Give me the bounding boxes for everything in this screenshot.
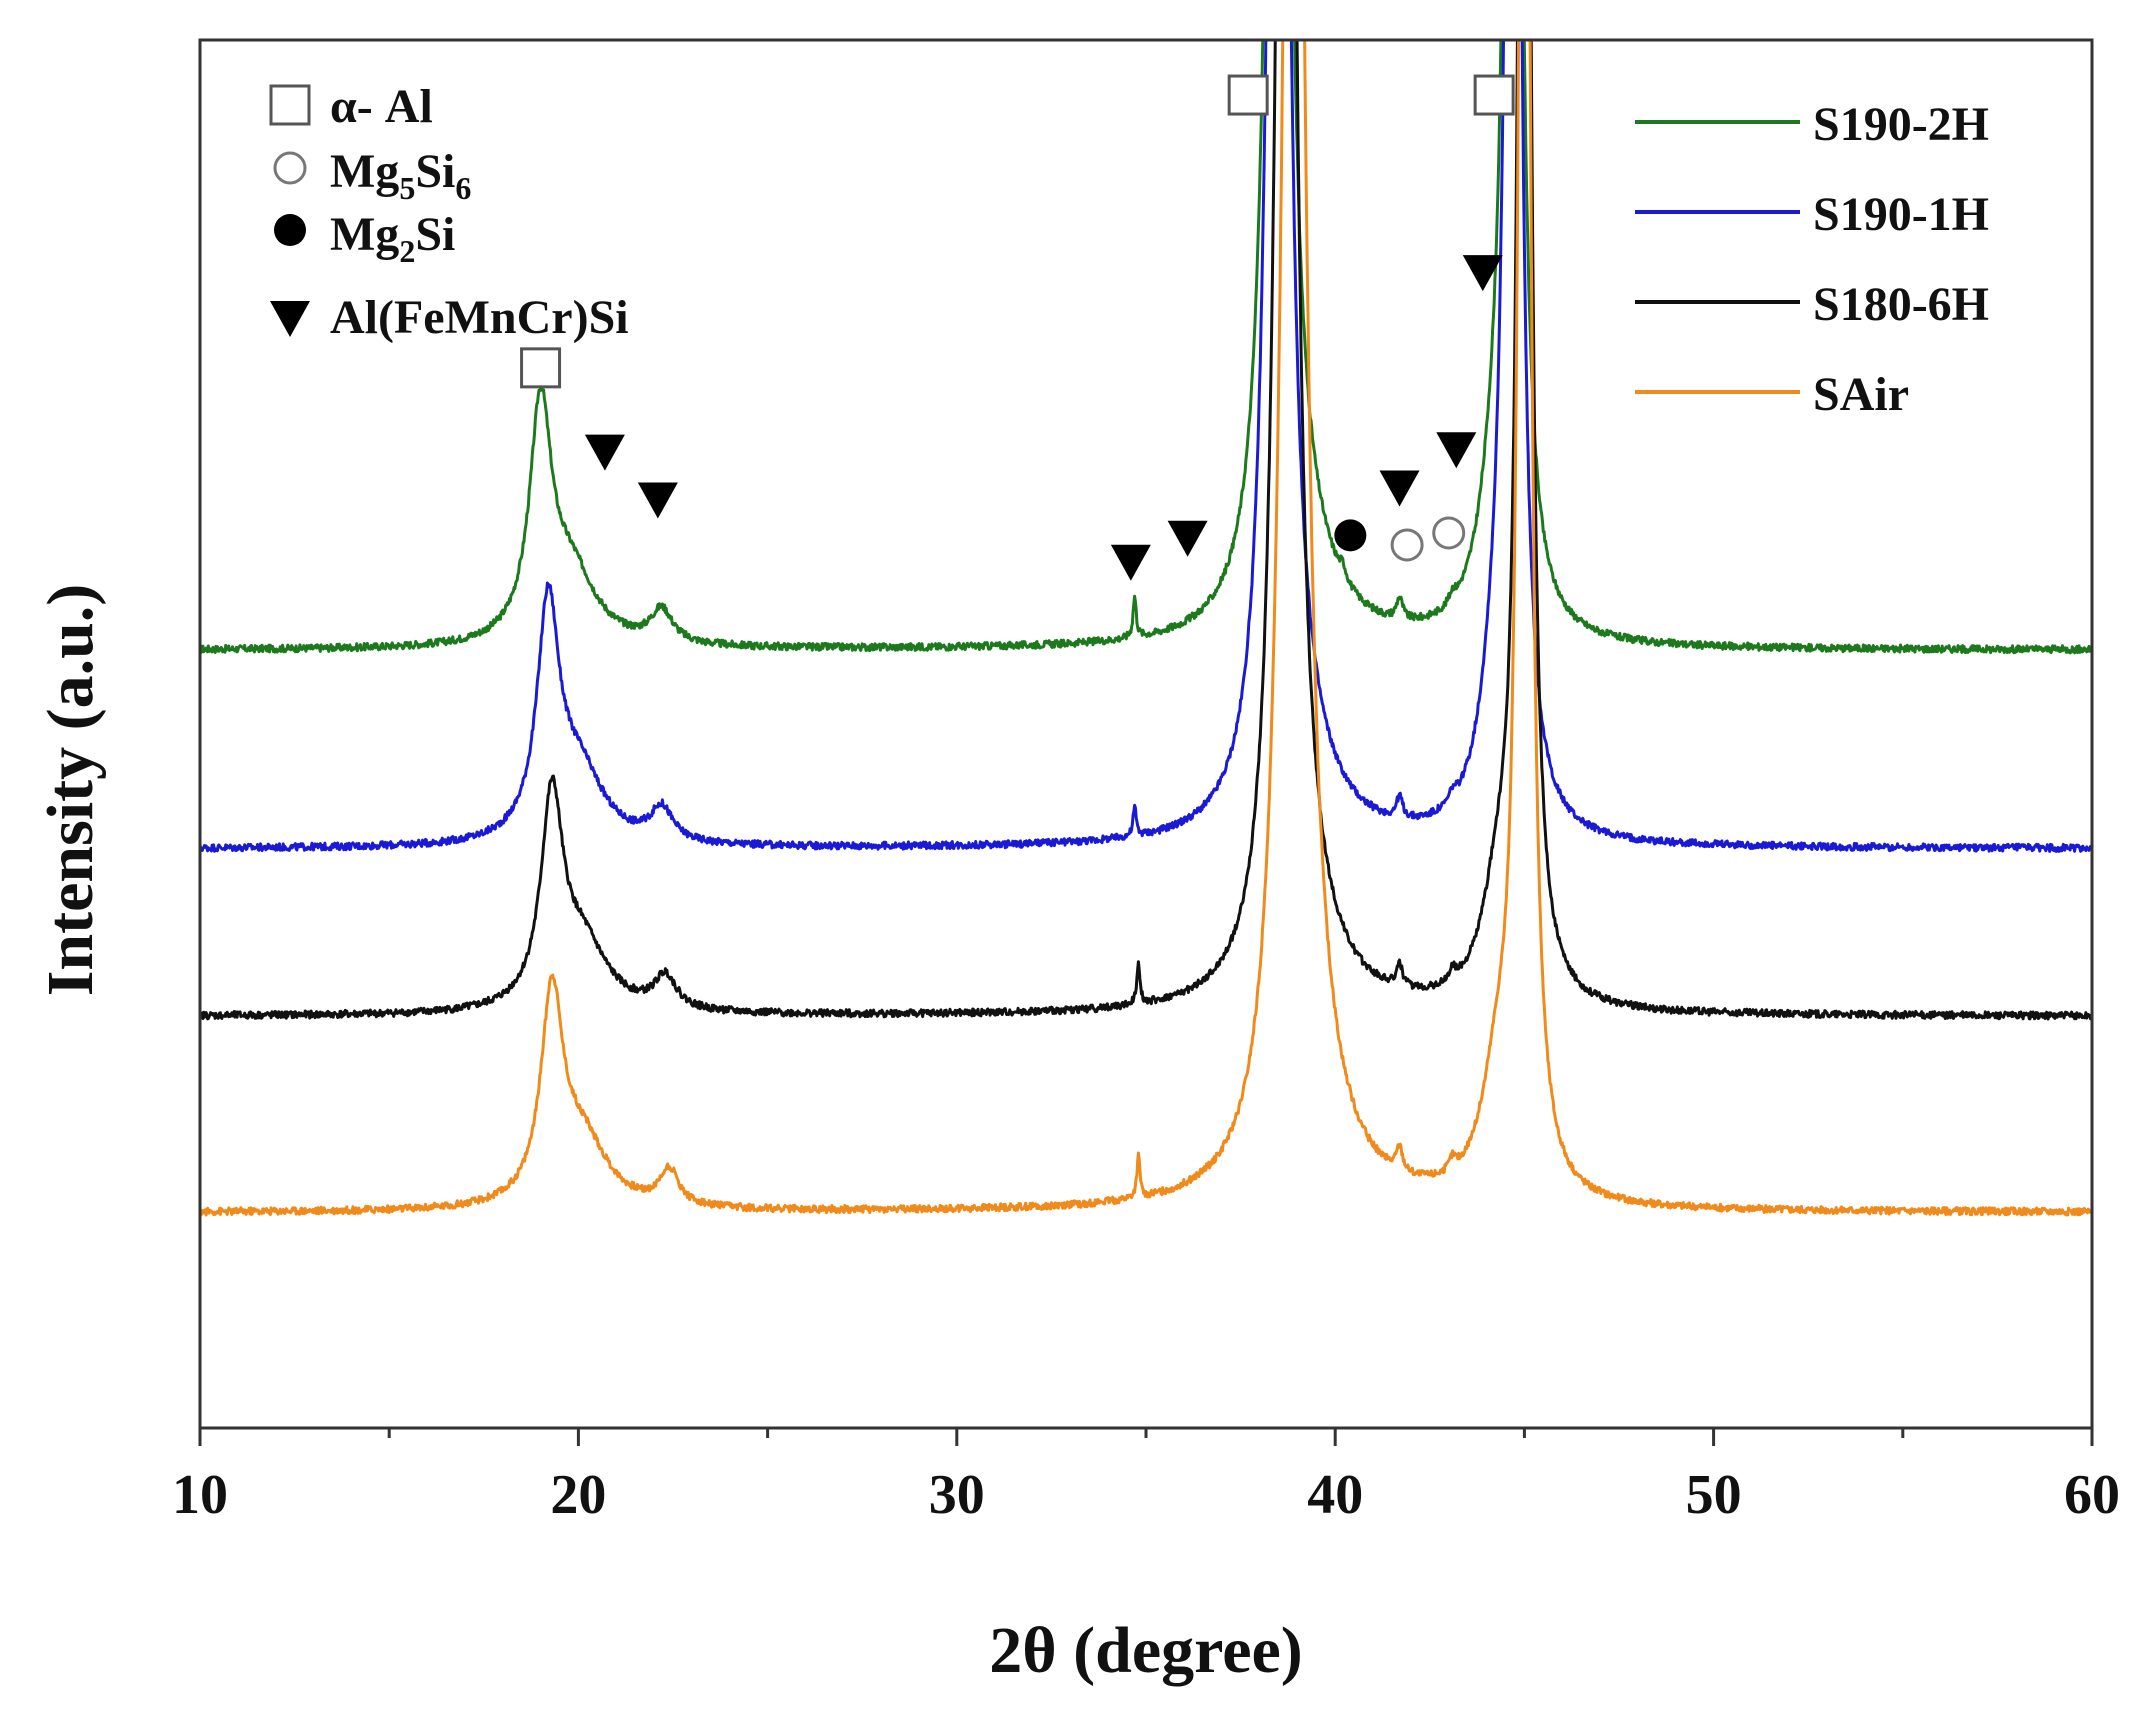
x-axis-title: 2θ (degree) xyxy=(989,1614,1303,1687)
phase-legend-symbol-filled-triangle xyxy=(270,301,310,337)
peak-marker-filled-triangle-4 xyxy=(1167,520,1208,557)
y-axis-title: Intensity (a.u.) xyxy=(34,584,107,997)
legend-label-s190-2h: S190-2H xyxy=(1813,98,1989,151)
peak-marker-open-circle-7 xyxy=(1390,528,1424,562)
peak-marker-open-square-0 xyxy=(520,347,562,389)
series-line-s190-2h xyxy=(200,40,2092,655)
x-tick-label-40: 40 xyxy=(1307,1464,1363,1526)
series-line-sair xyxy=(200,40,2092,1217)
legend-label-s190-1h: S190-1H xyxy=(1813,188,1989,241)
phase-legend-label-mg2si: Mg2Si xyxy=(330,208,455,269)
series-line-s180-6h xyxy=(200,40,2092,1021)
peak-marker-open-square-5 xyxy=(1227,74,1269,116)
phase-legend-symbol-open-square xyxy=(269,84,311,126)
phase-annotations xyxy=(520,74,1515,581)
peak-marker-filled-triangle-1 xyxy=(584,434,625,471)
series-layer xyxy=(200,40,2092,1217)
legend-label-s180-6h: S180-6H xyxy=(1813,278,1989,331)
phase-legend-symbol-filled-circle xyxy=(274,214,306,246)
x-tick-label-30: 30 xyxy=(929,1464,985,1526)
peak-marker-open-circle-9 xyxy=(1432,516,1466,550)
series-legend: S190-2H S190-1H S180-6H SAir xyxy=(1635,98,1989,421)
phase-legend-label-al-femncr-si: Al(FeMnCr)Si xyxy=(330,291,629,344)
peak-marker-filled-triangle-10 xyxy=(1436,432,1477,469)
x-tick-label-20: 20 xyxy=(550,1464,606,1526)
x-axis: 10 20 30 40 50 60 xyxy=(172,1428,2120,1526)
x-tick-label-50: 50 xyxy=(1686,1464,1742,1526)
peak-marker-filled-circle-6 xyxy=(1334,519,1367,552)
phase-legend: α- Al Mg5Si6 Mg2Si Al(FeMnCr)Si xyxy=(269,80,629,344)
phase-legend-symbol-open-circle xyxy=(273,151,307,185)
peak-marker-open-square-12 xyxy=(1473,74,1515,116)
x-tick-label-10: 10 xyxy=(172,1464,228,1526)
peak-marker-filled-triangle-3 xyxy=(1110,544,1151,581)
peak-marker-filled-triangle-8 xyxy=(1379,470,1420,507)
legend-label-sair: SAir xyxy=(1813,368,1909,421)
phase-legend-label-mg5si6: Mg5Si6 xyxy=(330,145,471,206)
series-line-s190-1h xyxy=(200,40,2092,853)
x-tick-label-60: 60 xyxy=(2064,1464,2120,1526)
phase-legend-label-alpha-al: α- Al xyxy=(330,80,433,133)
peak-marker-filled-triangle-2 xyxy=(637,482,678,519)
peak-marker-filled-triangle-11 xyxy=(1462,255,1503,292)
